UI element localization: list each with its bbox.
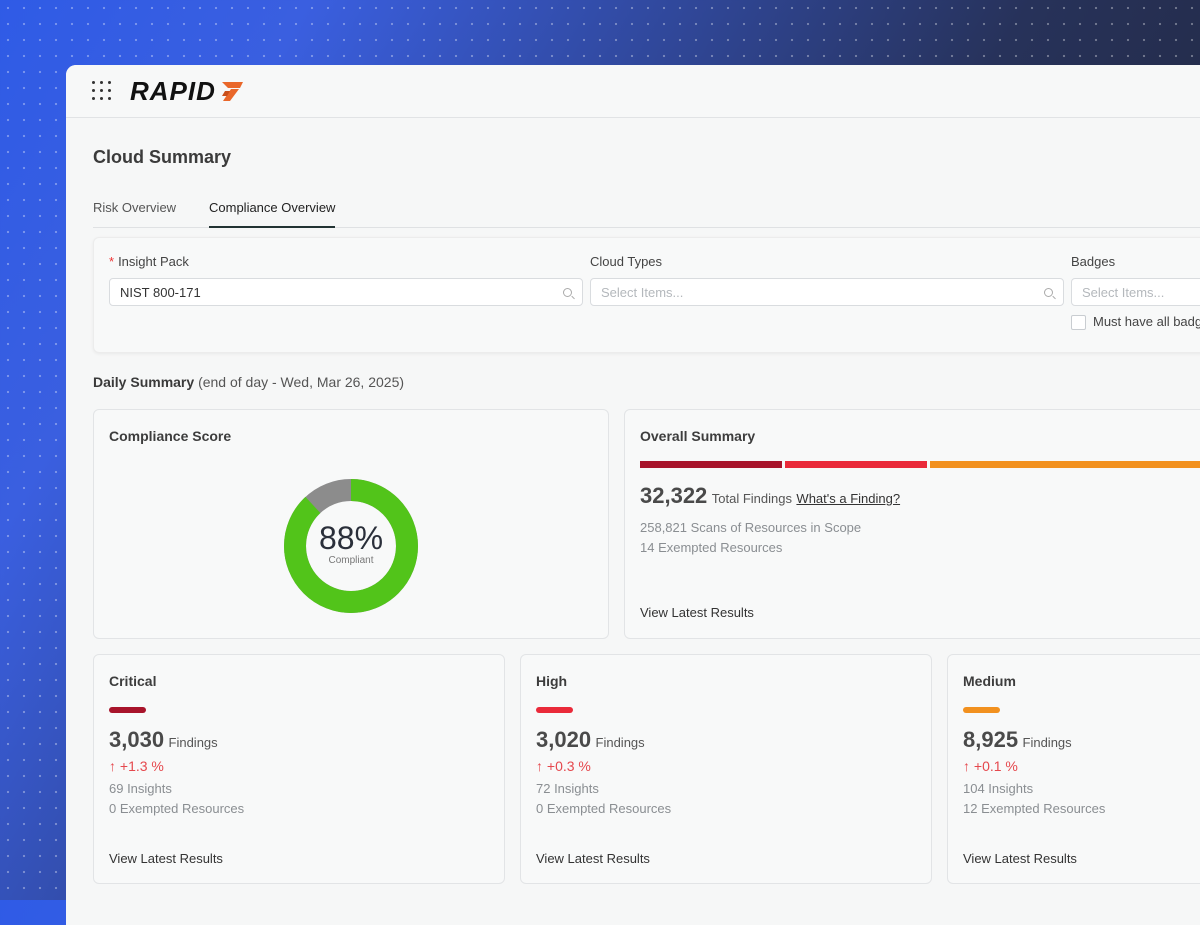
trend-delta: ↑ +0.1 % <box>963 758 1018 774</box>
medium-card: Medium 8,925 Findings ↑ +0.1 % 104 Insig… <box>947 654 1200 884</box>
insight-pack-select[interactable]: NIST 800-171 <box>109 278 583 306</box>
tab-compliance-overview[interactable]: Compliance Overview <box>209 197 336 228</box>
view-latest-results-link[interactable]: View Latest Results <box>640 605 754 620</box>
must-have-all-badges-label: Must have all badges <box>1093 314 1200 329</box>
compliance-donut: 88% Compliant <box>283 478 419 614</box>
daily-summary-heading: Daily Summary (end of day - Wed, Mar 26,… <box>93 374 404 390</box>
view-latest-results-link[interactable]: View Latest Results <box>109 851 223 866</box>
findings-row: 8,925 Findings <box>963 727 1072 753</box>
compliance-score-card: Compliance Score 88% Compliant <box>93 409 609 639</box>
exempted-resources: 12 Exempted Resources <box>963 801 1106 816</box>
badges-select[interactable]: Select Items... <box>1071 278 1200 306</box>
total-findings-row: 32,322 Total Findings What's a Finding? <box>640 483 900 509</box>
findings-label: Findings <box>595 735 645 750</box>
required-marker: * <box>109 254 115 269</box>
findings-count: 3,030 <box>109 727 165 752</box>
high-segment-bar <box>785 461 927 468</box>
must-have-all-badges-checkbox[interactable] <box>1071 315 1086 330</box>
insights-count: 69 Insights <box>109 781 172 796</box>
insight-pack-label: * Insight Pack <box>109 254 189 269</box>
logo-mark-icon <box>221 82 243 101</box>
search-icon <box>1044 288 1053 297</box>
severity-title: High <box>536 673 568 689</box>
medium-segment-bar <box>930 461 1200 468</box>
trend-delta: ↑ +0.3 % <box>536 758 591 774</box>
scans-in-scope: 258,821 Scans of Resources in Scope <box>640 520 862 535</box>
logo-text: RAPID <box>130 75 216 106</box>
severity-title: Medium <box>963 673 1016 689</box>
filter-panel: * Insight Pack NIST 800-171 Cloud Types S… <box>93 237 1200 353</box>
exempted-resources: 0 Exempted Resources <box>109 801 245 816</box>
exempted-resources: 14 Exempted Resources <box>640 540 783 555</box>
arrow-up-icon: ↑ <box>536 758 543 774</box>
findings-label: Findings <box>168 735 218 750</box>
rapid7-logo[interactable]: RAPID <box>130 76 244 107</box>
badges-label: Badges <box>1071 254 1116 269</box>
high-card: High 3,020 Findings ↑ +0.3 % 72 Insights… <box>520 654 932 884</box>
daily-summary-date: (end of day - Wed, Mar 26, 2025) <box>198 374 405 390</box>
cloud-types-label: Cloud Types <box>590 254 663 269</box>
page-title: Cloud Summary <box>93 147 232 167</box>
daily-summary-label: Daily Summary <box>93 374 195 390</box>
exempted-resources: 0 Exempted Resources <box>536 801 672 816</box>
insights-count: 104 Insights <box>963 781 1034 796</box>
cloud-types-select[interactable]: Select Items... <box>590 278 1064 306</box>
findings-count: 3,020 <box>536 727 592 752</box>
top-bar: RAPID <box>66 65 1200 118</box>
search-icon <box>563 288 572 297</box>
view-latest-results-link[interactable]: View Latest Results <box>536 851 650 866</box>
findings-label: Findings <box>1022 735 1072 750</box>
trend-delta: ↑ +1.3 % <box>109 758 164 774</box>
severity-color-bar <box>109 707 146 713</box>
app-launcher-icon[interactable] <box>92 81 112 101</box>
app-window: RAPID Cloud Summary Risk Overview Compli… <box>66 65 1200 925</box>
critical-card: Critical 3,030 Findings ↑ +1.3 % 69 Insi… <box>93 654 505 884</box>
overall-summary-title: Overall Summary <box>640 428 756 444</box>
severity-color-bar <box>963 707 1000 713</box>
critical-segment-bar <box>640 461 782 468</box>
insights-count: 72 Insights <box>536 781 599 796</box>
severity-title: Critical <box>109 673 157 689</box>
severity-color-bar <box>536 707 573 713</box>
total-findings-label: Total Findings <box>711 491 792 506</box>
view-latest-results-link[interactable]: View Latest Results <box>963 851 1077 866</box>
findings-row: 3,030 Findings <box>109 727 218 753</box>
compliance-score-title: Compliance Score <box>109 428 232 444</box>
overall-summary-card: Overall Summary 32,322 Total Findings Wh… <box>624 409 1200 639</box>
arrow-up-icon: ↑ <box>963 758 970 774</box>
tab-bar: Risk Overview Compliance Overview <box>93 197 1200 228</box>
findings-count: 8,925 <box>963 727 1019 752</box>
whats-a-finding-link[interactable]: What's a Finding? <box>796 491 901 506</box>
tab-risk-overview[interactable]: Risk Overview <box>93 200 177 215</box>
arrow-up-icon: ↑ <box>109 758 116 774</box>
total-findings-count: 32,322 <box>640 483 708 508</box>
compliance-percent: 88% <box>318 520 384 556</box>
findings-row: 3,020 Findings <box>536 727 645 753</box>
compliance-sub-label: Compliant <box>328 555 374 566</box>
donut-compliant-arc <box>284 479 418 613</box>
